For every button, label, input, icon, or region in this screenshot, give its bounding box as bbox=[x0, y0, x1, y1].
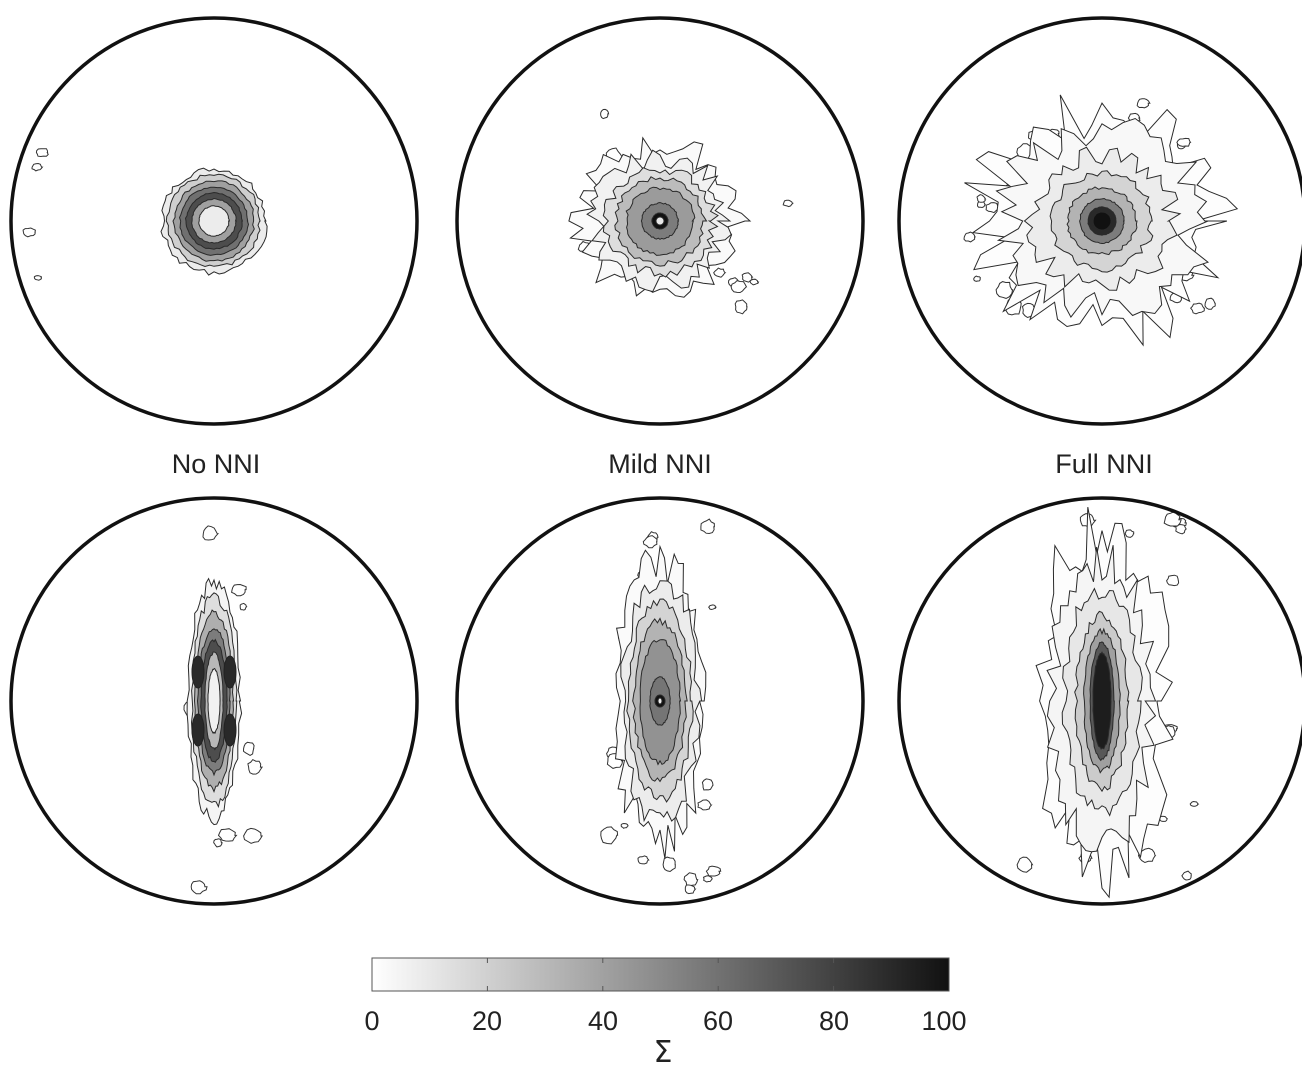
contour-island bbox=[1163, 511, 1182, 527]
colorbar-tick-label-20: 20 bbox=[472, 1006, 502, 1036]
circle-outline-5 bbox=[897, 496, 1302, 906]
contour-lobe-dark bbox=[191, 713, 205, 747]
pole-figure-bottom-full-nni bbox=[1016, 507, 1200, 899]
contour-island bbox=[1136, 98, 1151, 109]
contour-island bbox=[242, 741, 255, 756]
contour-island bbox=[31, 162, 44, 172]
contour-island bbox=[734, 299, 748, 315]
contour-island bbox=[239, 602, 248, 611]
contour-lobe-dark bbox=[191, 655, 205, 689]
contour-ring-level-100 bbox=[1092, 211, 1112, 231]
contour-lobe-dark bbox=[223, 655, 237, 689]
colorbar-axis-label: Σ bbox=[654, 1035, 673, 1066]
contour-island bbox=[701, 778, 714, 791]
contour-island bbox=[33, 275, 42, 281]
contour-island bbox=[190, 880, 208, 895]
contour-island bbox=[700, 518, 715, 535]
contour-island bbox=[202, 525, 220, 541]
contour-island bbox=[1016, 856, 1034, 873]
contour-ring-level-8 bbox=[657, 697, 663, 705]
pole-figure-bottom-no-nni bbox=[183, 525, 264, 895]
contour-island bbox=[22, 227, 36, 238]
contour-island bbox=[1190, 302, 1205, 315]
contour-island bbox=[713, 267, 727, 278]
contour-island bbox=[247, 758, 264, 775]
contour-island bbox=[976, 194, 987, 203]
contour-island bbox=[1166, 574, 1180, 587]
colorbar-tick-label-60: 60 bbox=[703, 1006, 733, 1036]
contour-island bbox=[231, 583, 247, 597]
contour-island bbox=[1175, 523, 1187, 535]
contour-island bbox=[1189, 800, 1200, 807]
pole-figure-top-full-nni bbox=[963, 94, 1239, 347]
contour-lobe-dark bbox=[223, 713, 237, 747]
label-mild-nni: Mild NNI bbox=[608, 449, 712, 479]
circle-outline-3 bbox=[9, 496, 419, 906]
colorbar-gradient bbox=[371, 957, 950, 992]
contour-island bbox=[637, 855, 650, 865]
contour-island bbox=[708, 604, 717, 611]
contour-ring-level-10 bbox=[655, 216, 665, 226]
circle-outline-1 bbox=[455, 16, 865, 426]
colorbar: 0 20 40 60 80 100 Σ bbox=[364, 957, 967, 1066]
contour-island bbox=[697, 799, 713, 811]
contour-island bbox=[1204, 297, 1216, 310]
circle-outline-2 bbox=[897, 16, 1302, 426]
contour-ring-level-8 bbox=[198, 205, 231, 237]
pole-figure-top-mild-nni bbox=[568, 108, 794, 315]
pole-figure-top-no-nni bbox=[22, 148, 268, 281]
label-no-nni: No NNI bbox=[172, 449, 261, 479]
contour-island bbox=[782, 199, 794, 208]
colorbar-tick-label-100: 100 bbox=[921, 1006, 966, 1036]
contour-island bbox=[985, 202, 1000, 214]
contour-ring-level-6 bbox=[207, 667, 221, 735]
colorbar-tick-label-0: 0 bbox=[364, 1006, 379, 1036]
contour-island bbox=[995, 281, 1014, 299]
contour-island bbox=[973, 275, 981, 282]
label-full-nni: Full NNI bbox=[1055, 449, 1153, 479]
contour-island bbox=[217, 828, 238, 842]
circle-outline-0 bbox=[9, 16, 419, 426]
contour-island bbox=[620, 822, 629, 829]
colorbar-tick-label-40: 40 bbox=[588, 1006, 618, 1036]
contour-island bbox=[1176, 137, 1192, 147]
contour-island bbox=[213, 838, 223, 848]
circle-outline-4 bbox=[455, 496, 865, 906]
contour-island bbox=[662, 856, 676, 873]
contour-island bbox=[705, 865, 722, 877]
contour-island bbox=[642, 535, 658, 549]
contour-island bbox=[600, 826, 619, 845]
contour-island bbox=[683, 872, 699, 887]
contour-island bbox=[963, 231, 976, 243]
contour-ring-level-95 bbox=[1092, 651, 1112, 750]
contour-island bbox=[684, 884, 697, 895]
contour-island bbox=[1181, 870, 1192, 881]
contour-island bbox=[749, 278, 760, 286]
contour-island bbox=[243, 827, 263, 844]
colorbar-ticks bbox=[371, 958, 950, 991]
contour-island bbox=[600, 108, 610, 120]
contour-island bbox=[702, 875, 713, 883]
contour-island bbox=[1124, 529, 1135, 538]
pole-figure-bottom-mild-nni bbox=[600, 518, 722, 895]
contour-island bbox=[976, 200, 986, 209]
contour-island bbox=[741, 272, 754, 283]
contour-island bbox=[35, 148, 49, 158]
colorbar-tick-label-80: 80 bbox=[819, 1006, 849, 1036]
contour-island bbox=[730, 280, 748, 294]
